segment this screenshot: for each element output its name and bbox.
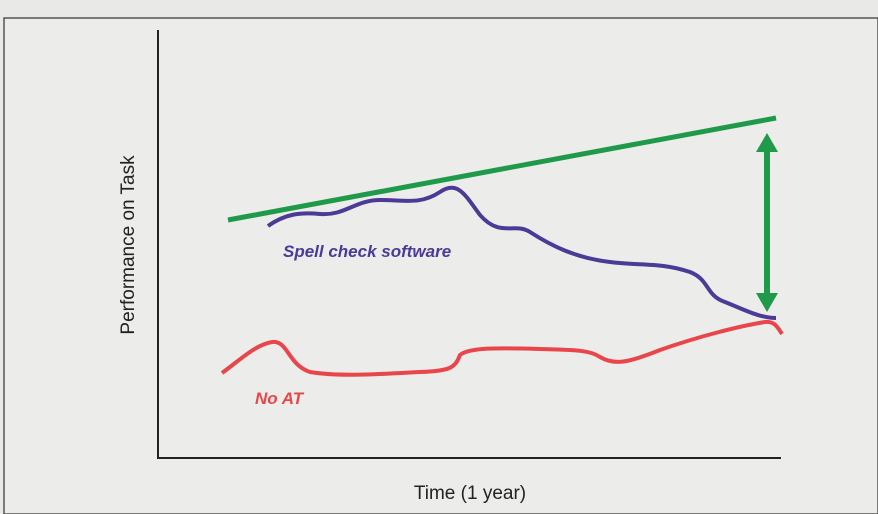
x-axis-label: Time (1 year)	[414, 483, 526, 504]
spell-check-label: Spell check software	[283, 242, 451, 261]
spell-check-line	[266, 185, 777, 320]
no-at-label: No AT	[255, 389, 305, 408]
no-at-line	[220, 319, 784, 377]
arrow-head-top	[756, 133, 778, 152]
trend-line	[227, 115, 777, 223]
y-axis-label: Performance on Task	[118, 155, 139, 335]
frame	[3, 17, 878, 514]
arrow-head-bottom	[756, 293, 778, 312]
